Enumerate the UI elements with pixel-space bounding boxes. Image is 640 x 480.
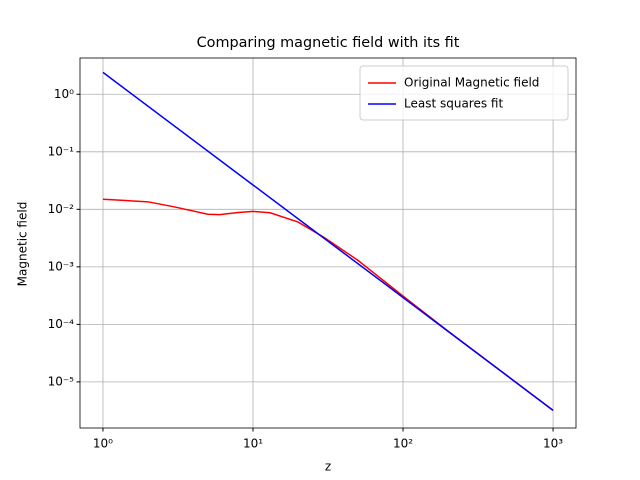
plot-area [102,71,554,411]
data-line [102,71,554,411]
legend: Original Magnetic field Least squares fit [359,65,569,121]
axes-frame [79,57,577,429]
y-tick-label: 10⁻² [48,202,75,216]
legend-box [359,65,569,121]
legend-label: Least squares fit [404,97,503,111]
x-axis-label: z [325,460,331,474]
x-tick-label: 10⁰ [93,437,113,451]
y-tick-label: 10⁻³ [48,259,75,273]
y-axis-label: Magnetic field [16,202,30,287]
x-tick-label: 10² [393,437,413,451]
x-tick-label: 10¹ [243,437,263,451]
data-line [102,198,554,411]
y-tick-label: 10⁻⁵ [48,374,75,388]
legend-label: Original Magnetic field [404,76,539,90]
y-tick-label: 10⁰ [54,87,74,101]
y-tick-label: 10⁻⁴ [48,317,75,331]
chart-title: Comparing magnetic field with its fit [197,35,460,51]
y-tick-label: 10⁻¹ [48,144,75,158]
x-tick-label: 10³ [543,437,563,451]
